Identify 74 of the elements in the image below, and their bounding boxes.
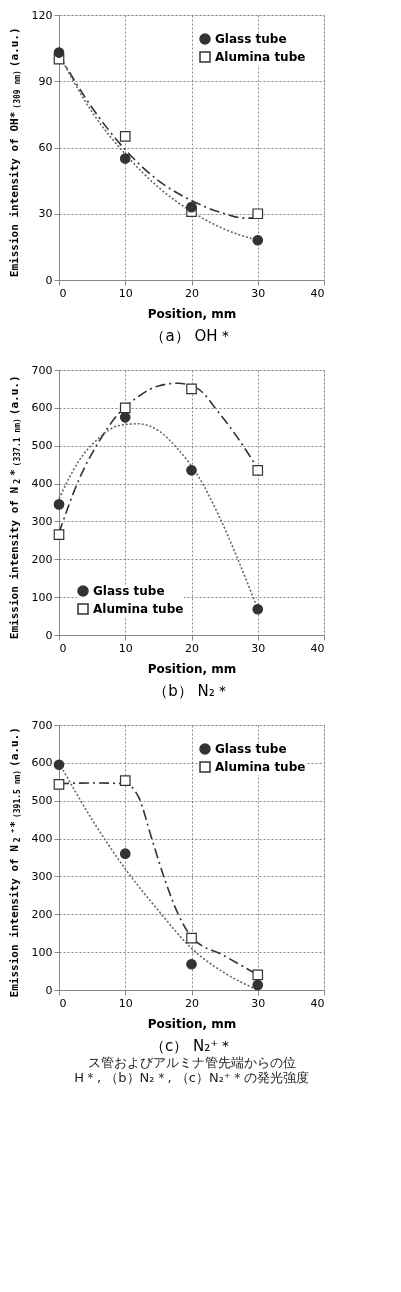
legend-label: Alumina tube [215,760,306,774]
x-tick-label: 10 [118,286,133,300]
point [186,201,197,213]
text: （c） N₂⁺＊ [149,1037,234,1055]
y-axis-title: Emission intensity of N2*(337.1 nm) (a.u.) [8,375,22,640]
x-tick-label: 30 [251,996,266,1010]
y-tick-label: 0 [45,983,53,997]
y-tick-label: 700 [31,363,53,377]
point [53,47,65,58]
x-tick-label: 40 [310,286,325,300]
text: （a） OH＊ [150,327,233,345]
y-tick-label: 100 [31,945,53,959]
y-tick-label: 500 [31,794,53,808]
y-tick-label: 700 [31,718,53,732]
point [119,153,131,164]
y-tick-label: 0 [45,273,53,287]
x-tick-label: 20 [185,996,199,1010]
point [119,848,131,860]
y-tick-label: 100 [31,590,53,604]
x-axis-title: Position, mm [147,306,237,321]
x-tick-label: 30 [251,641,266,655]
point [252,208,264,220]
x-tick-label: 0 [59,641,67,655]
x-tick-label: 20 [185,286,199,300]
x-tick-label: 0 [59,996,67,1010]
point [119,402,131,414]
legend-label: Glass tube [215,32,287,46]
x-tick-label: 30 [251,286,266,300]
legend-label: Alumina tube [215,50,306,64]
y-axis-title: Emission intensity of N2⁺*(391.5 nm) (a.u.) [8,727,22,998]
text: ス管およびアルミナ管先端からの位 [87,1055,296,1070]
x-axis-title: Position, mm [147,661,237,676]
text: H＊, （b）N₂＊, （c）N₂⁺＊の発光強度 [74,1070,309,1085]
legend-label: Glass tube [215,742,287,756]
point [252,969,264,981]
point [252,979,264,991]
y-tick-label: 0 [45,628,53,642]
point [119,131,131,142]
point [53,499,65,510]
point [252,603,264,615]
point [186,383,197,395]
point [53,759,65,771]
x-tick-label: 0 [59,286,67,300]
point [252,234,264,246]
text: （b） N₂＊ [153,682,230,700]
point [119,775,131,786]
point [252,464,264,476]
y-tick-label: 300 [31,514,53,528]
y-tick-label: 200 [31,552,53,566]
y-tick-label: 60 [38,141,53,154]
point [186,932,197,944]
y-tick-label: 400 [31,477,53,491]
y-tick-label: 500 [31,439,53,453]
y-tick-label: 120 [31,8,53,22]
x-tick-label: 20 [185,641,199,655]
point [186,464,197,476]
x-tick-label: 10 [118,641,133,655]
x-axis-title: Position, mm [147,1016,237,1031]
y-tick-label: 600 [31,756,53,770]
y-tick-label: 90 [38,74,53,88]
point [53,779,65,790]
y-tick-label: 30 [38,207,53,221]
legend-label: Alumina tube [93,602,184,616]
point [186,958,197,970]
y-tick-label: 300 [31,869,53,883]
y-tick-label: 600 [31,401,53,415]
y-tick-label: 400 [31,832,53,846]
x-tick-label: 40 [310,996,325,1010]
y-tick-label: 200 [31,907,53,921]
point [53,529,65,541]
legend-label: Glass tube [93,584,165,598]
x-tick-label: 10 [118,996,133,1010]
x-tick-label: 40 [310,641,325,655]
y-axis-title: Emission intensity of OH*(309 nm) (a.u.) [8,27,22,278]
